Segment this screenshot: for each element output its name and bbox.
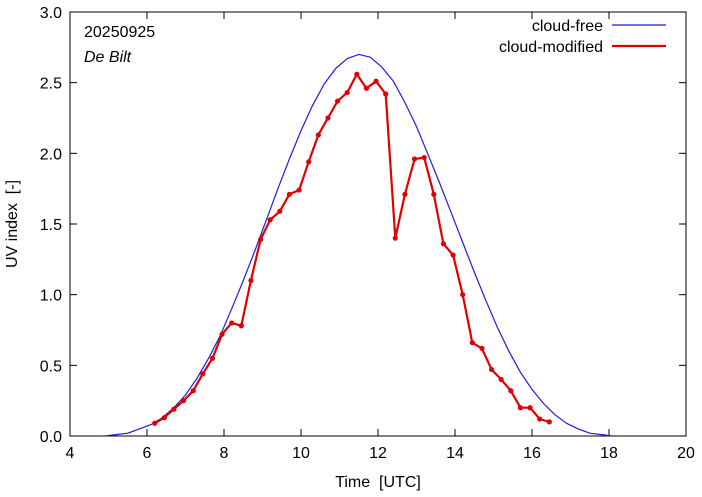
y-tick-label: 3.0 [40, 5, 62, 22]
data-point-cloud-modified [229, 320, 235, 326]
x-tick-label: 6 [143, 445, 152, 462]
x-tick-label: 14 [446, 445, 464, 462]
y-tick-label: 1.5 [40, 217, 62, 234]
data-point-cloud-modified [315, 132, 321, 138]
station-label: De Bilt [84, 49, 132, 66]
data-point-cloud-modified [344, 89, 350, 96]
data-point-cloud-modified [402, 191, 408, 197]
data-point-cloud-modified [421, 154, 427, 161]
data-point-cloud-modified [161, 415, 167, 421]
data-point-cloud-modified [325, 115, 331, 121]
data-point-cloud-modified [200, 371, 206, 377]
data-point-cloud-modified [296, 187, 302, 193]
data-point-cloud-modified [267, 217, 273, 223]
data-point-cloud-modified [152, 420, 158, 426]
x-tick-label: 4 [66, 445, 75, 462]
data-point-cloud-modified [488, 366, 495, 373]
data-point-cloud-modified [537, 416, 543, 422]
data-point-cloud-modified [354, 71, 360, 77]
data-point-cloud-modified [469, 340, 475, 346]
data-point-cloud-modified [383, 91, 389, 97]
data-point-cloud-modified [411, 156, 418, 162]
data-point-cloud-modified [373, 78, 379, 84]
legend-label-cloud-modified: cloud-modified [499, 39, 603, 56]
y-tick-label: 1.0 [40, 288, 62, 305]
date-label: 20250925 [84, 24, 155, 41]
data-point-cloud-modified [508, 388, 514, 394]
x-tick-label: 16 [523, 445, 541, 462]
x-tick-label: 18 [600, 445, 618, 462]
x-axis-label: Time [UTC] [335, 474, 421, 491]
data-point-cloud-modified [460, 292, 466, 298]
data-point-cloud-modified [209, 355, 216, 361]
series-line-cloud-free [104, 53, 613, 437]
data-point-cloud-modified [248, 277, 254, 284]
data-point-cloud-modified [334, 98, 341, 104]
data-point-cloud-modified [219, 331, 225, 337]
y-tick-label: 2.0 [40, 146, 62, 163]
data-point-cloud-modified [440, 241, 447, 247]
data-point-cloud-modified [277, 208, 283, 214]
data-point-cloud-modified [431, 191, 437, 197]
series-layer [104, 53, 613, 437]
x-tick-label: 10 [292, 445, 310, 462]
data-point-cloud-modified [306, 159, 312, 165]
x-tick-label: 8 [220, 445, 229, 462]
data-point-cloud-modified [190, 388, 196, 394]
plot-frame [69, 11, 687, 437]
data-point-cloud-modified [546, 419, 552, 425]
data-point-cloud-modified [238, 323, 244, 329]
data-point-cloud-modified [392, 235, 398, 241]
series-line-cloud-modified [154, 73, 550, 425]
x-tick-label: 20 [677, 445, 695, 462]
data-point-cloud-modified [479, 345, 485, 351]
y-tick-label: 2.5 [40, 76, 62, 93]
data-point-cloud-modified [498, 376, 504, 383]
data-point-cloud-modified [517, 405, 524, 411]
data-point-cloud-modified [363, 85, 370, 91]
y-tick-label: 0.0 [40, 429, 62, 446]
legend: cloud-free cloud-modified [499, 18, 666, 56]
data-point-cloud-modified [286, 191, 293, 197]
data-point-cloud-modified [171, 406, 177, 412]
data-point-cloud-modified [180, 398, 187, 404]
y-tick-label: 0.5 [40, 358, 62, 375]
data-point-cloud-modified [257, 236, 264, 243]
data-point-cloud-modified [527, 405, 533, 411]
y-axis-label: UV index [-] [4, 180, 21, 268]
x-tick-label: 12 [369, 445, 387, 462]
legend-label-cloud-free: cloud-free [532, 18, 603, 35]
data-point-cloud-modified [450, 252, 456, 258]
axis-ticks: 4 6 8 10 12 14 16 18 20 0.0 0.5 1.0 1.5 2.0 2.5 3.0 [40, 5, 695, 462]
